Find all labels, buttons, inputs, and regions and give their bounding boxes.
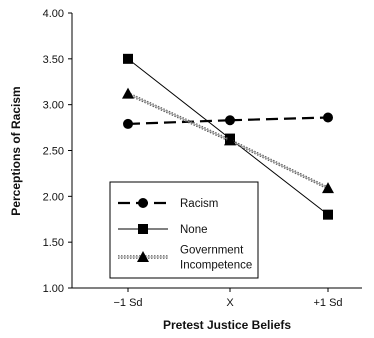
y-tick-label: 1.50 [43, 237, 64, 249]
legend-label: Government [180, 245, 244, 257]
data-point [322, 182, 334, 194]
y-tick-label: 3.50 [43, 54, 64, 66]
legend-item: Racism [118, 198, 218, 210]
legend-marker [137, 251, 149, 262]
series-layer [122, 53, 334, 220]
series-2 [122, 87, 334, 194]
x-tick-label: +1 Sd [313, 297, 342, 309]
legend: Racism None Government Incompetence [109, 181, 259, 279]
y-axis-title: Perceptions of Racism [9, 86, 23, 215]
legend-box [109, 181, 259, 279]
legend-item: Government Incompetence [118, 245, 252, 272]
legend-marker [138, 198, 148, 208]
series-0 [123, 112, 333, 129]
data-point [123, 118, 133, 129]
data-point [323, 112, 333, 123]
data-point [323, 209, 333, 220]
data-point [122, 87, 134, 99]
x-tick-label: X [226, 297, 234, 309]
data-point [225, 115, 235, 126]
series-line-segment [127, 58, 231, 139]
series-line-segment [127, 119, 231, 126]
series-line-segment [229, 138, 329, 190]
legend-label: Racism [180, 198, 218, 210]
series-line-segment [229, 116, 329, 122]
x-axis-title: Pretest Justice Beliefs [163, 318, 291, 332]
series-line-segment [127, 92, 231, 143]
legend-label: Incompetence [180, 260, 252, 272]
legend-item: None [118, 224, 208, 236]
y-tick-label: 2.50 [43, 146, 64, 158]
x-tick-label: −1 Sd [113, 297, 142, 309]
data-point [123, 53, 133, 64]
x-ticks: −1 Sd X +1 Sd [113, 288, 343, 309]
series-line-segment [229, 138, 329, 216]
y-tick-label: 1.00 [43, 283, 64, 295]
y-tick-label: 3.00 [43, 100, 64, 112]
legend-marker [138, 224, 148, 234]
y-tick-label: 4.00 [43, 8, 64, 20]
y-tick-label: 2.00 [43, 191, 64, 203]
legend-label: None [180, 224, 208, 236]
y-ticks: 1.00 1.50 2.00 2.50 3.00 3.50 4.00 [43, 8, 72, 295]
data-point [224, 134, 236, 146]
